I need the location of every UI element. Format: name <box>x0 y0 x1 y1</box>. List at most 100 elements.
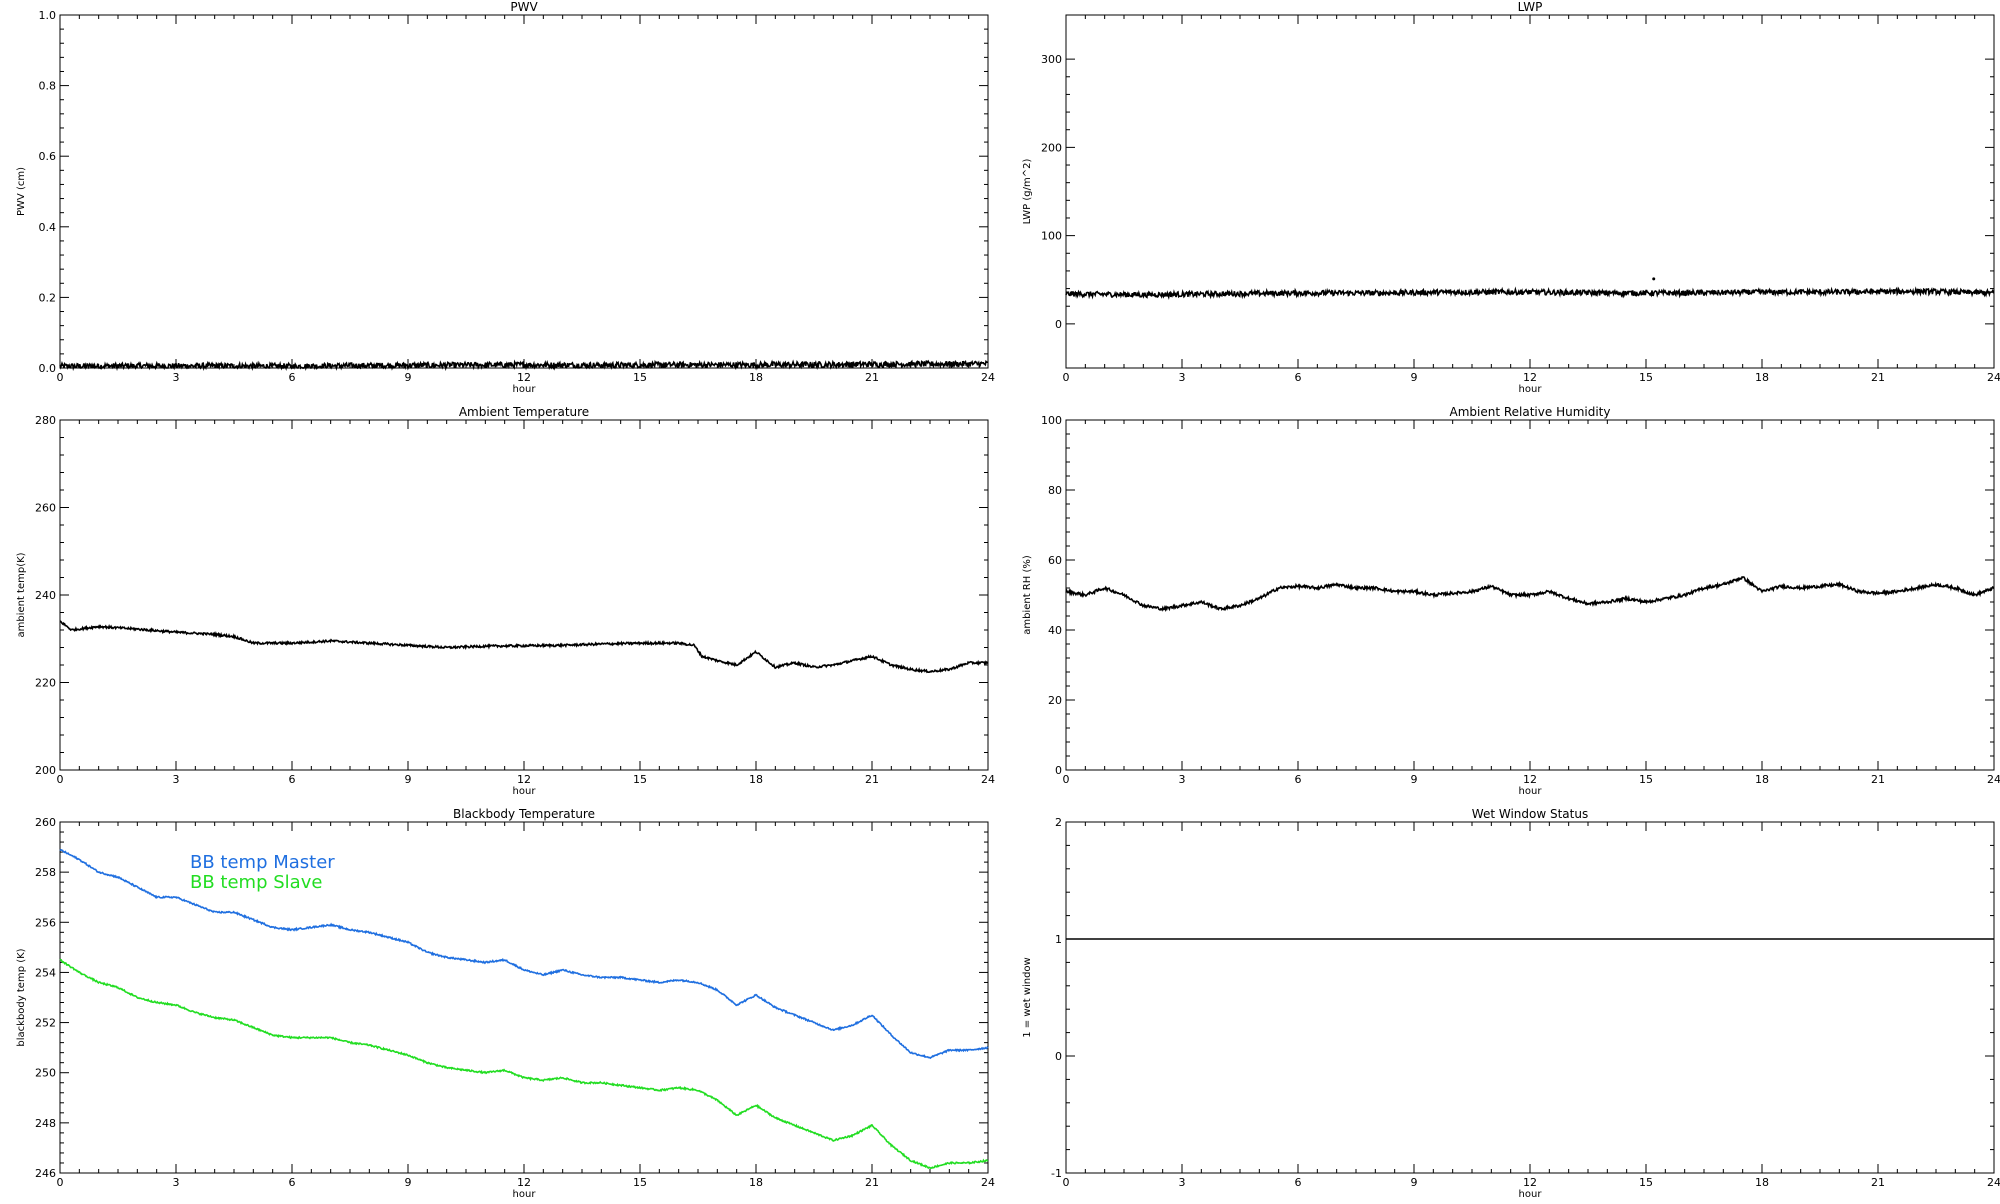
y-tick-label: 256 <box>35 916 56 929</box>
y-tick-label: 220 <box>35 677 56 690</box>
y-tick-label: 40 <box>1048 624 1062 637</box>
x-axis-label: hour <box>1519 786 1543 797</box>
x-tick-label: 18 <box>1755 773 1769 786</box>
y-tick-label: 1.0 <box>39 9 57 22</box>
x-tick-label: 18 <box>749 773 763 786</box>
x-tick-label: 21 <box>1871 371 1885 384</box>
y-tick-label: 280 <box>35 414 56 427</box>
y-tick-label: 250 <box>35 1067 56 1080</box>
y-tick-label: 258 <box>35 866 56 879</box>
x-tick-label: 9 <box>1411 773 1418 786</box>
x-tick-label: 0 <box>1063 1176 1070 1189</box>
x-tick-label: 9 <box>405 1176 412 1189</box>
chart-title: Ambient Relative Humidity <box>1450 405 1611 419</box>
x-tick-label: 15 <box>633 371 647 384</box>
x-tick-label: 24 <box>1987 773 2000 786</box>
x-tick-label: 21 <box>865 1176 879 1189</box>
chart-title: PWV <box>510 0 538 14</box>
x-tick-label: 0 <box>1063 371 1070 384</box>
y-tick-label: 0 <box>1055 764 1062 777</box>
y-tick-label: 260 <box>35 502 56 515</box>
y-tick-label: 0.8 <box>39 80 57 93</box>
y-tick-label: 0.4 <box>39 221 57 234</box>
x-tick-label: 3 <box>1179 371 1186 384</box>
y-axis-label: ambient RH (%) <box>1022 555 1033 635</box>
x-tick-label: 12 <box>517 1176 531 1189</box>
y-tick-label: 240 <box>35 589 56 602</box>
y-tick-label: 252 <box>35 1017 56 1030</box>
y-tick-label: 80 <box>1048 484 1062 497</box>
y-tick-label: 0.2 <box>39 291 57 304</box>
x-tick-label: 12 <box>1523 371 1537 384</box>
chart-panel-5: Blackbody Temperature 0 3 6 9 12 15 18 21 24 hour 2… <box>16 807 995 1200</box>
y-tick-label: 260 <box>35 816 56 829</box>
chart-panel-1: PWV 0 3 6 9 12 15 18 21 24 hour 0.0 0.2 0.4 0.6 0.8 1.0 P… <box>16 0 995 395</box>
x-tick-label: 9 <box>405 773 412 786</box>
x-tick-label: 15 <box>1639 1176 1653 1189</box>
series-line <box>1065 576 1995 613</box>
plot-frame <box>59 14 989 369</box>
x-tick-label: 0 <box>57 371 64 384</box>
x-tick-label: 6 <box>1295 371 1302 384</box>
series-line <box>59 359 988 372</box>
y-tick-label: 0.0 <box>39 362 57 375</box>
x-axis-label: hour <box>513 1189 537 1200</box>
y-axis-label: ambient temp(K) <box>16 552 27 637</box>
x-tick-label: 6 <box>1295 773 1302 786</box>
x-axis-label: hour <box>513 384 537 395</box>
y-tick-label: 60 <box>1048 554 1062 567</box>
x-tick-label: 18 <box>749 1176 763 1189</box>
y-tick-label: 2 <box>1055 816 1062 829</box>
x-tick-label: 6 <box>289 773 296 786</box>
x-tick-label: 3 <box>1179 773 1186 786</box>
chart-title: LWP <box>1518 0 1543 14</box>
legend-label: BB temp Master <box>190 852 335 873</box>
series-line <box>1065 286 1995 300</box>
x-tick-label: 12 <box>1523 773 1537 786</box>
y-tick-label: 20 <box>1048 694 1062 707</box>
x-tick-label: 12 <box>517 371 531 384</box>
plot-frame <box>59 419 989 771</box>
series-line-bb-temp-slave <box>59 958 989 1170</box>
chart-panel-3: Ambient Temperature 0 3 6 9 12 15 18 21 24 hour 200… <box>16 405 995 797</box>
x-tick-label: 6 <box>289 371 296 384</box>
x-tick-label: 24 <box>981 1176 995 1189</box>
x-axis-label: hour <box>1519 384 1543 395</box>
y-axis-label: LWP (g/m^2) <box>1022 159 1033 225</box>
x-tick-label: 24 <box>981 371 995 384</box>
y-tick-label: 254 <box>35 966 56 979</box>
x-tick-label: 6 <box>289 1176 296 1189</box>
y-tick-label: 300 <box>1041 53 1062 66</box>
chart-panel-4: Ambient Relative Humidity 0 3 6 9 12 15 18 21 24 h… <box>1022 405 2000 797</box>
x-tick-label: 15 <box>1639 371 1653 384</box>
y-tick-label: 0 <box>1055 1050 1062 1063</box>
x-tick-label: 15 <box>633 773 647 786</box>
x-tick-label: 6 <box>1295 1176 1302 1189</box>
plot-frame <box>1065 821 1995 1174</box>
y-tick-label: 246 <box>35 1167 56 1180</box>
x-tick-label: 21 <box>1871 1176 1885 1189</box>
x-tick-label: 0 <box>1063 773 1070 786</box>
chart-title: Blackbody Temperature <box>453 807 595 821</box>
y-tick-label: 100 <box>1041 230 1062 243</box>
x-axis-label: hour <box>1519 1189 1543 1200</box>
x-tick-label: 18 <box>1755 1176 1769 1189</box>
y-axis-label: PWV (cm) <box>16 167 27 216</box>
x-tick-label: 3 <box>173 773 180 786</box>
y-axis-label: blackbody temp (K) <box>16 948 27 1046</box>
y-tick-label: 0 <box>1055 318 1062 331</box>
x-tick-label: 18 <box>1755 371 1769 384</box>
x-tick-label: 9 <box>1411 1176 1418 1189</box>
outlier-point <box>1652 277 1656 281</box>
y-tick-label: 100 <box>1041 414 1062 427</box>
x-axis-label: hour <box>513 786 537 797</box>
y-tick-label: -1 <box>1051 1167 1062 1180</box>
y-axis-label: 1 = wet window <box>1022 957 1033 1037</box>
x-tick-label: 15 <box>633 1176 647 1189</box>
x-tick-label: 24 <box>1987 1176 2000 1189</box>
x-tick-label: 9 <box>405 371 412 384</box>
chart-title: Ambient Temperature <box>459 405 589 419</box>
x-tick-label: 0 <box>57 1176 64 1189</box>
x-tick-label: 3 <box>1179 1176 1186 1189</box>
